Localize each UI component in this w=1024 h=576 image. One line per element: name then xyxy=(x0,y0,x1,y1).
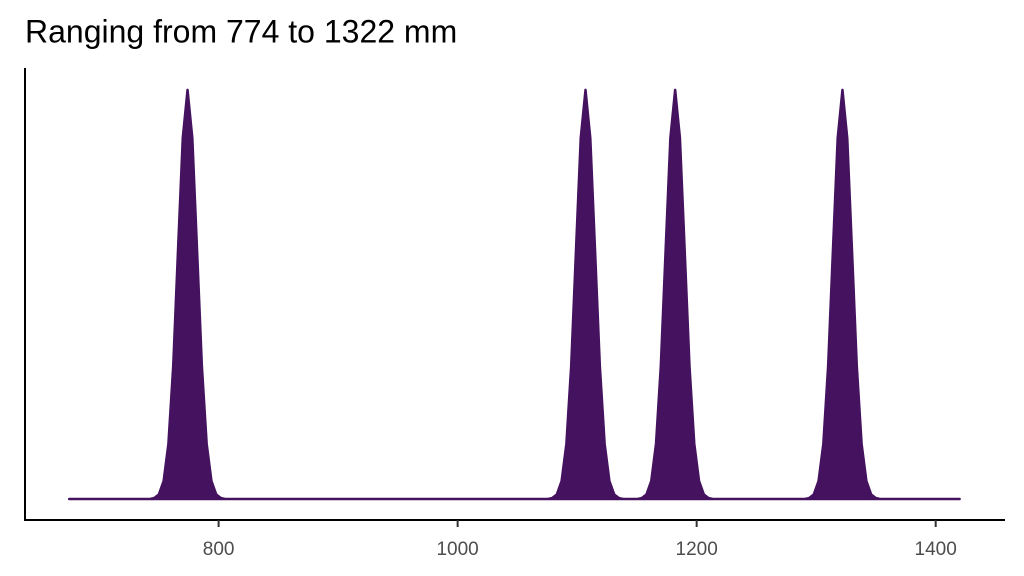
chart-title: Ranging from 774 to 1322 mm xyxy=(25,13,457,49)
x-tick-label: 1400 xyxy=(915,539,957,560)
x-tick-label: 800 xyxy=(203,539,235,560)
x-tick-label: 1200 xyxy=(676,539,718,560)
x-tick-label: 1000 xyxy=(436,539,478,560)
density-area xyxy=(67,88,961,501)
